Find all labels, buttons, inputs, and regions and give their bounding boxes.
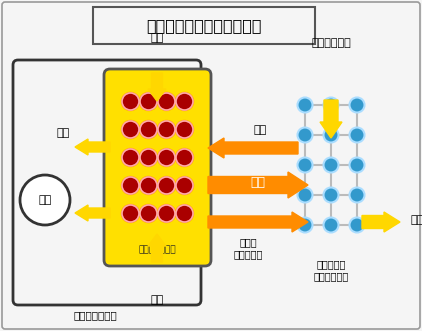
Text: 透過: 透過 (410, 215, 422, 225)
Text: 加熱対象物
（低温物体）: 加熱対象物 （低温物体） (314, 259, 349, 281)
Circle shape (140, 120, 157, 138)
Text: 放熱: 放熱 (57, 194, 70, 204)
FancyArrow shape (208, 172, 308, 198)
Circle shape (157, 149, 176, 166)
FancyArrow shape (148, 73, 166, 101)
Circle shape (349, 217, 365, 232)
Text: ハロゲンランプ: ハロゲンランプ (139, 246, 176, 255)
Circle shape (140, 93, 157, 110)
Text: 放熱: 放熱 (150, 295, 164, 305)
Circle shape (349, 187, 365, 203)
Circle shape (122, 205, 140, 222)
Circle shape (140, 176, 157, 195)
Circle shape (298, 217, 313, 232)
Text: 放射（放熱）: 放射（放熱） (311, 38, 351, 48)
Circle shape (298, 98, 313, 113)
Circle shape (324, 217, 338, 232)
Circle shape (122, 177, 139, 194)
Circle shape (176, 205, 194, 222)
Circle shape (20, 175, 70, 225)
FancyArrow shape (208, 138, 298, 158)
Text: 幅射の熱エネルギーの移動: 幅射の熱エネルギーの移動 (146, 19, 262, 33)
Circle shape (122, 121, 139, 138)
Circle shape (122, 120, 140, 138)
Circle shape (158, 205, 175, 222)
Text: 吸収: 吸収 (251, 176, 265, 190)
Circle shape (324, 187, 338, 203)
Circle shape (122, 149, 139, 166)
Circle shape (176, 92, 194, 111)
Circle shape (324, 158, 338, 172)
Circle shape (122, 149, 140, 166)
Circle shape (324, 98, 338, 113)
Circle shape (140, 92, 157, 111)
Circle shape (176, 205, 193, 222)
Text: 電源: 電源 (38, 195, 51, 205)
Circle shape (176, 177, 193, 194)
Circle shape (298, 127, 313, 143)
FancyArrow shape (362, 212, 400, 232)
Circle shape (158, 121, 175, 138)
Circle shape (349, 127, 365, 143)
Circle shape (158, 177, 175, 194)
Circle shape (176, 149, 194, 166)
Circle shape (140, 205, 157, 222)
Circle shape (140, 177, 157, 194)
Circle shape (298, 158, 313, 172)
FancyArrow shape (75, 139, 110, 155)
Circle shape (176, 93, 193, 110)
FancyArrow shape (320, 100, 342, 138)
Circle shape (140, 149, 157, 166)
Circle shape (324, 127, 338, 143)
Text: 反射: 反射 (253, 125, 267, 135)
FancyArrow shape (208, 212, 308, 232)
FancyArrow shape (75, 205, 110, 221)
FancyBboxPatch shape (93, 7, 315, 44)
Circle shape (122, 205, 139, 222)
FancyBboxPatch shape (2, 2, 420, 329)
Text: 放熱: 放熱 (57, 128, 70, 138)
Circle shape (157, 92, 176, 111)
Text: 放熱: 放熱 (150, 33, 164, 43)
Circle shape (176, 120, 194, 138)
Circle shape (157, 176, 176, 195)
Circle shape (158, 149, 175, 166)
Circle shape (349, 98, 365, 113)
Circle shape (140, 205, 157, 222)
Circle shape (122, 92, 140, 111)
Circle shape (176, 121, 193, 138)
Circle shape (122, 176, 140, 195)
Circle shape (349, 158, 365, 172)
Circle shape (298, 187, 313, 203)
Circle shape (157, 120, 176, 138)
FancyBboxPatch shape (104, 69, 211, 266)
Circle shape (122, 93, 139, 110)
Circle shape (176, 149, 193, 166)
Circle shape (157, 205, 176, 222)
Text: 赤外線
（電磁波）: 赤外線 （電磁波） (233, 237, 262, 259)
Circle shape (140, 149, 157, 166)
Circle shape (140, 121, 157, 138)
FancyArrow shape (148, 234, 166, 262)
Circle shape (176, 176, 194, 195)
Circle shape (158, 93, 175, 110)
Text: エネルギー供給: エネルギー供給 (73, 310, 117, 320)
